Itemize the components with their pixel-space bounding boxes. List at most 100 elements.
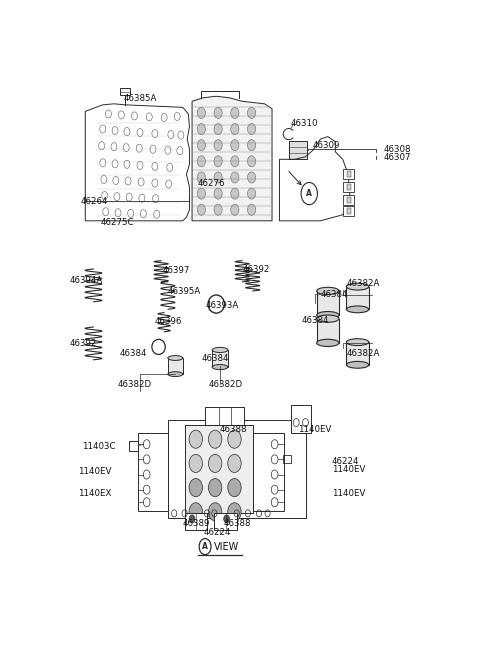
Circle shape: [248, 140, 256, 151]
Circle shape: [197, 172, 205, 183]
Ellipse shape: [168, 356, 183, 360]
Circle shape: [248, 156, 256, 167]
Bar: [120, 88, 130, 95]
Text: 46388: 46388: [224, 519, 251, 528]
Bar: [344, 182, 354, 192]
Text: 46396: 46396: [155, 316, 182, 326]
Text: 46397: 46397: [162, 266, 190, 274]
Circle shape: [248, 172, 256, 183]
Circle shape: [189, 515, 195, 523]
Text: 11403C: 11403C: [83, 442, 116, 451]
Bar: [347, 287, 369, 309]
Text: 1140EV: 1140EV: [78, 468, 111, 476]
Bar: [347, 184, 351, 190]
Text: 1140EV: 1140EV: [332, 489, 365, 498]
Ellipse shape: [317, 339, 339, 346]
Circle shape: [231, 124, 239, 134]
Circle shape: [214, 124, 222, 134]
Text: 1140EX: 1140EX: [78, 489, 111, 498]
Circle shape: [231, 156, 239, 167]
Circle shape: [248, 124, 256, 134]
Circle shape: [197, 124, 205, 134]
Circle shape: [231, 204, 239, 215]
Bar: [138, 433, 168, 511]
Text: 46224: 46224: [332, 457, 359, 466]
Text: 46307: 46307: [384, 153, 411, 162]
Ellipse shape: [317, 288, 339, 295]
Bar: [344, 170, 354, 179]
Text: 46224: 46224: [203, 528, 231, 537]
Ellipse shape: [317, 315, 339, 322]
Text: 46389: 46389: [183, 519, 210, 528]
Circle shape: [208, 479, 222, 496]
Circle shape: [231, 172, 239, 183]
Circle shape: [197, 204, 205, 215]
Circle shape: [228, 455, 241, 472]
Circle shape: [228, 430, 241, 448]
Ellipse shape: [168, 372, 183, 377]
Ellipse shape: [347, 362, 369, 368]
Text: A: A: [306, 189, 312, 198]
Circle shape: [197, 107, 205, 119]
Bar: [212, 350, 228, 367]
Bar: [129, 441, 138, 451]
Circle shape: [189, 430, 203, 448]
Circle shape: [214, 204, 222, 215]
Circle shape: [248, 188, 256, 199]
Text: 46384: 46384: [302, 316, 329, 325]
Text: 46275C: 46275C: [101, 218, 134, 227]
Bar: [347, 172, 351, 178]
Circle shape: [189, 479, 203, 496]
Ellipse shape: [347, 306, 369, 312]
Polygon shape: [192, 96, 272, 221]
Bar: [283, 455, 290, 463]
Circle shape: [197, 156, 205, 167]
Circle shape: [197, 188, 205, 199]
Text: 46393A: 46393A: [205, 301, 239, 310]
Text: 46276: 46276: [198, 179, 225, 187]
Bar: [185, 514, 207, 530]
Text: 1140EV: 1140EV: [298, 424, 332, 434]
Ellipse shape: [347, 339, 369, 346]
Text: 46392: 46392: [242, 265, 270, 274]
Text: 46384: 46384: [120, 349, 147, 358]
Circle shape: [189, 503, 203, 521]
Circle shape: [214, 156, 222, 167]
Bar: [215, 514, 237, 530]
Circle shape: [208, 503, 222, 521]
Text: 46382A: 46382A: [347, 349, 380, 358]
Bar: [168, 358, 183, 374]
Bar: [344, 195, 354, 204]
Bar: [205, 407, 244, 425]
Bar: [347, 342, 369, 365]
Circle shape: [214, 140, 222, 151]
Text: 46384: 46384: [321, 290, 348, 299]
Text: 46394A: 46394A: [69, 276, 103, 285]
Circle shape: [208, 430, 222, 448]
Circle shape: [208, 455, 222, 472]
Bar: [185, 425, 253, 514]
Circle shape: [248, 204, 256, 215]
Text: 46310: 46310: [290, 119, 318, 128]
Bar: [290, 405, 311, 433]
Bar: [347, 196, 351, 202]
Bar: [253, 433, 284, 511]
Circle shape: [228, 503, 241, 521]
Ellipse shape: [317, 312, 339, 319]
Ellipse shape: [347, 283, 369, 290]
Text: 46382D: 46382D: [118, 380, 152, 388]
Bar: [344, 206, 354, 216]
Bar: [347, 208, 351, 214]
Ellipse shape: [212, 365, 228, 369]
Circle shape: [189, 455, 203, 472]
Text: 46382D: 46382D: [209, 380, 243, 388]
Circle shape: [231, 140, 239, 151]
Text: 46309: 46309: [313, 141, 340, 150]
Bar: [289, 141, 307, 159]
Circle shape: [228, 479, 241, 496]
Circle shape: [224, 515, 229, 523]
Text: 46384: 46384: [202, 354, 229, 363]
Circle shape: [214, 188, 222, 199]
Text: 46388: 46388: [220, 424, 248, 434]
Circle shape: [231, 107, 239, 119]
